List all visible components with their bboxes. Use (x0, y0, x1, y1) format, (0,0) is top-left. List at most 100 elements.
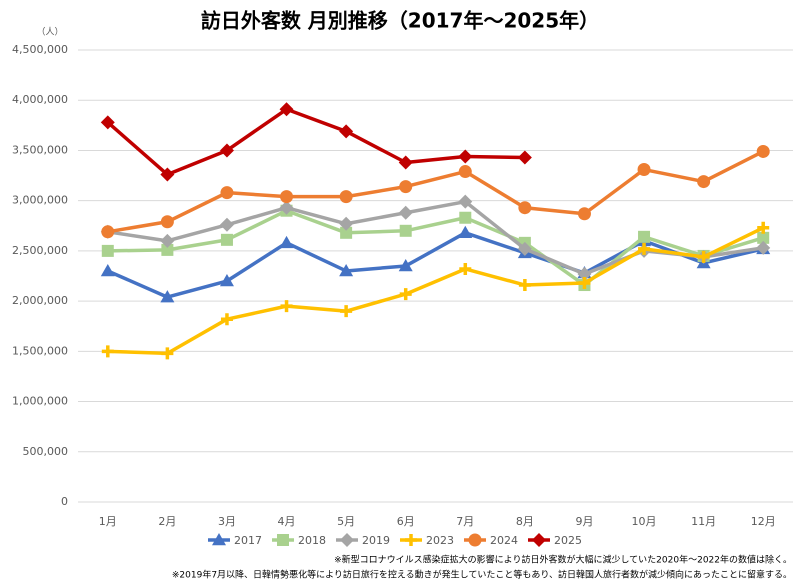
marker (517, 241, 532, 256)
y-tick-label: 4,000,000 (12, 93, 68, 106)
marker (458, 225, 473, 239)
marker (340, 533, 354, 547)
marker (459, 211, 472, 224)
y-tick-label: 2,000,000 (12, 294, 68, 307)
legend-item: 2023 (400, 534, 454, 547)
marker (160, 290, 175, 303)
x-tick-label: 5月 (337, 515, 355, 528)
legend-item: 2024 (464, 533, 518, 547)
marker (277, 534, 289, 546)
marker (638, 230, 651, 243)
x-tick-label: 4月 (278, 515, 296, 528)
y-tick-label: 3,000,000 (12, 194, 68, 207)
series-line (107, 231, 764, 299)
marker (399, 288, 412, 301)
y-tick-label: 1,500,000 (12, 344, 68, 357)
y-tick-label: 0 (61, 495, 68, 508)
y-tick-label: 500,000 (23, 445, 69, 458)
x-tick-label: 9月 (575, 515, 593, 528)
marker (161, 243, 174, 256)
marker (280, 300, 293, 313)
x-tick-label: 7月 (456, 515, 474, 528)
x-tick-label: 12月 (751, 515, 776, 528)
marker (405, 534, 417, 546)
legend-item: 2025 (528, 533, 582, 547)
marker (339, 124, 354, 139)
x-tick-label: 6月 (397, 515, 415, 528)
marker (220, 233, 233, 246)
marker (219, 217, 234, 232)
y-tick-label: 4,500,000 (12, 43, 68, 56)
marker (219, 274, 234, 287)
marker (637, 163, 651, 177)
chart-title: 訪日外客数 月別推移（2017年～2025年） (201, 9, 599, 33)
series-line (106, 107, 525, 177)
legend-label: 2023 (426, 534, 454, 547)
marker (279, 102, 294, 117)
marker (280, 190, 294, 204)
legend-item: 2017 (208, 533, 262, 547)
marker (161, 347, 174, 360)
marker (459, 262, 472, 275)
marker (458, 149, 473, 164)
marker (220, 186, 234, 200)
marker (101, 225, 115, 239)
marker (468, 533, 482, 547)
marker (339, 190, 353, 204)
marker (339, 263, 354, 277)
marker (577, 266, 592, 281)
series-line (107, 199, 764, 276)
marker (279, 200, 294, 215)
y-tick-label: 1,000,000 (12, 395, 68, 408)
marker (160, 167, 175, 182)
x-tick-label: 3月 (218, 515, 236, 528)
marker (518, 201, 532, 215)
marker (220, 313, 233, 326)
marker (100, 115, 115, 130)
x-tick-label: 11月 (691, 515, 716, 528)
legend-label: 2025 (554, 534, 582, 547)
marker (458, 165, 472, 179)
marker (756, 144, 770, 158)
marker (339, 216, 354, 231)
marker (578, 277, 591, 290)
series-line (107, 208, 764, 287)
marker (212, 533, 226, 546)
marker (398, 258, 413, 272)
x-tick-label: 1月 (99, 515, 117, 528)
y-axis-label: （人） (36, 27, 63, 38)
legend-label: 2018 (298, 534, 326, 547)
marker (160, 215, 174, 229)
marker (219, 143, 234, 158)
y-tick-label: 3,500,000 (12, 143, 68, 156)
marker (532, 533, 546, 547)
marker (340, 305, 353, 318)
marker (638, 242, 651, 255)
marker (757, 221, 770, 234)
marker (757, 231, 770, 244)
marker (697, 250, 710, 263)
marker (398, 155, 413, 170)
marker (458, 194, 473, 209)
x-tick-label: 2月 (158, 515, 176, 528)
x-tick-label: 8月 (516, 515, 534, 528)
footnote: ※2019年7月以降、日韓情勢悪化等により訪日旅行を控える動きが発生していたこと… (172, 569, 792, 581)
legend-label: 2019 (362, 534, 390, 547)
marker (399, 224, 412, 237)
marker (399, 180, 413, 194)
marker (160, 233, 175, 248)
marker (279, 235, 294, 249)
footnote: ※新型コロナウイルス感染症拡大の影響により訪日外客数が大幅に減少していた2020… (334, 554, 792, 566)
x-tick-label: 10月 (632, 515, 657, 528)
legend-label: 2024 (490, 534, 518, 547)
legend-label: 2017 (234, 534, 262, 547)
series-line (107, 149, 764, 234)
marker (340, 226, 353, 239)
legend-item: 2019 (336, 533, 390, 547)
series-line (107, 226, 764, 356)
marker (517, 150, 532, 165)
legend-item: 2018 (272, 534, 326, 547)
marker (101, 244, 114, 257)
marker (518, 279, 531, 292)
